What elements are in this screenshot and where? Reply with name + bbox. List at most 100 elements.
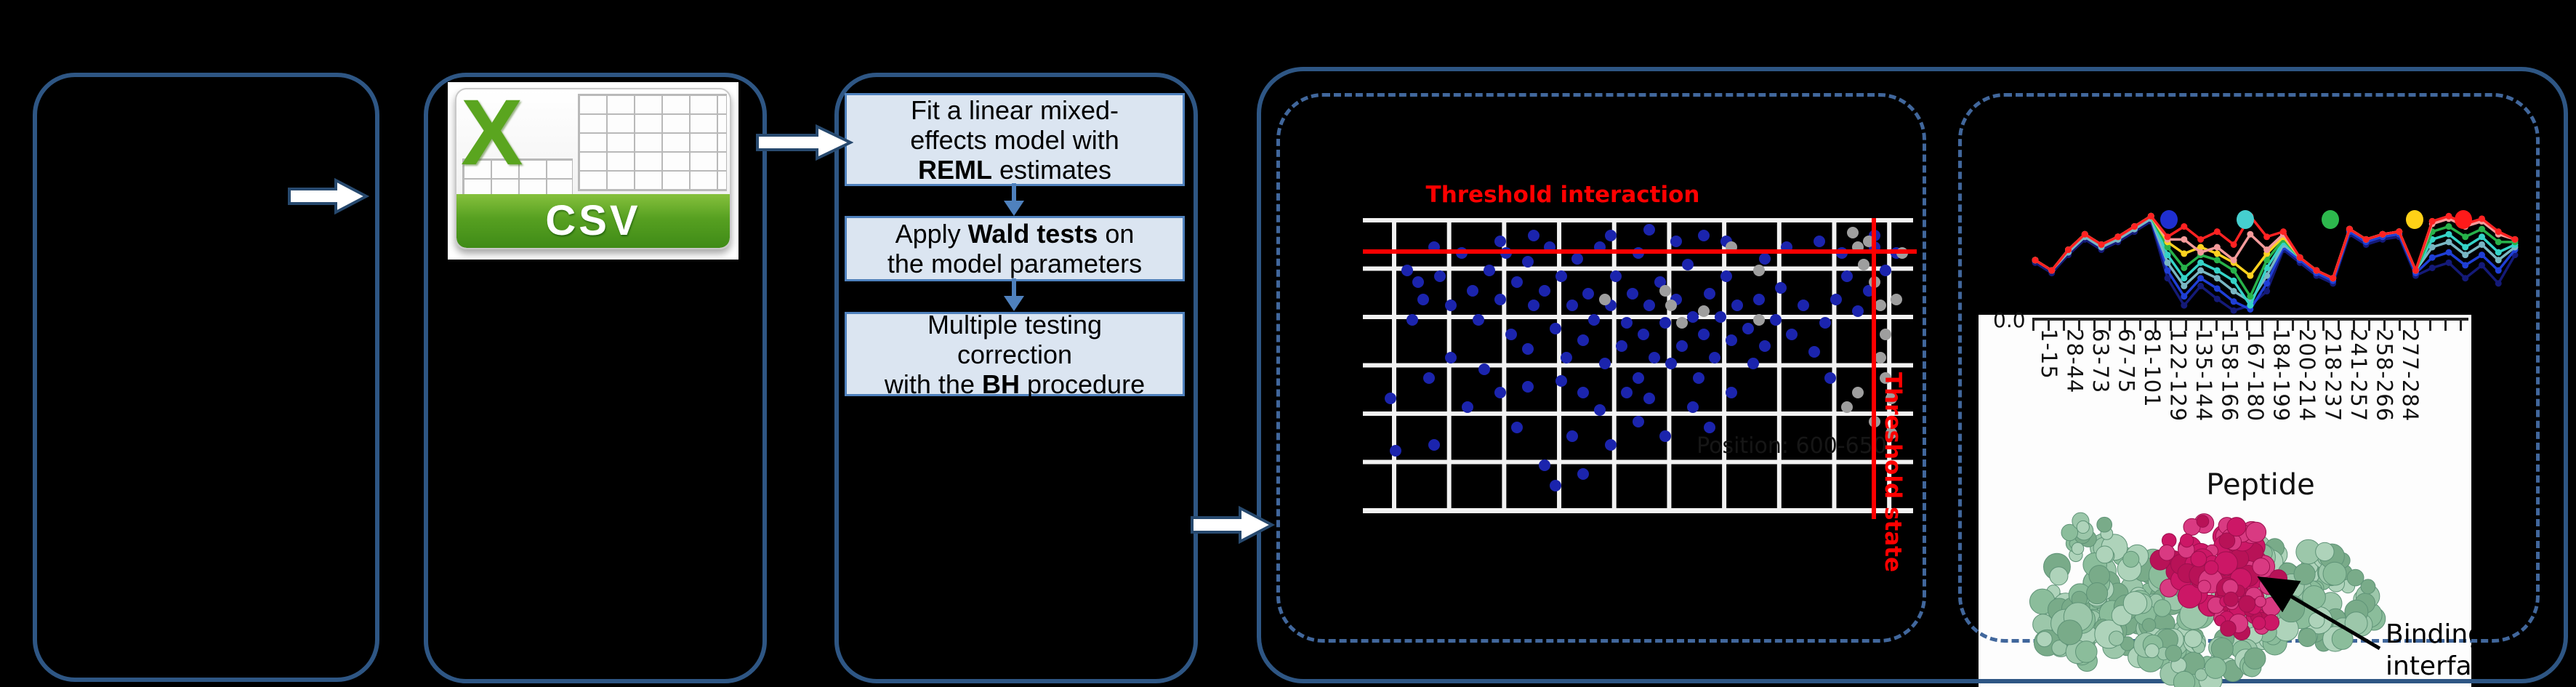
uptake-point-red: [2098, 241, 2105, 248]
uptake-point-red: [2279, 228, 2287, 236]
protein-blob: [2226, 517, 2247, 537]
uptake-point-pale-teal: [2495, 257, 2502, 264]
uptake-point-red: [2478, 215, 2485, 222]
scatter-result-panel: [1276, 93, 1926, 643]
workflow-step-text: Apply: [895, 219, 968, 249]
peptide-tick-258-266: 258-266: [2372, 329, 2397, 422]
workflow-step-text: Fit a linear mixed-: [910, 95, 1119, 125]
uptake-point-navy: [2164, 275, 2171, 282]
uptake-point-pale-teal: [2181, 282, 2188, 289]
uptake-point-navy: [2263, 288, 2271, 295]
scatter-point-blue: [1599, 358, 1611, 369]
uptake-point-green: [2213, 257, 2221, 264]
uptake-point-navy: [2495, 280, 2502, 287]
protein-blob: [2245, 521, 2267, 543]
scatter-point-blue: [1428, 439, 1441, 451]
scatter-point-gray: [1676, 317, 1689, 329]
peptide-tick-135-144: 135-144: [2191, 329, 2216, 422]
uptake-point-blue: [2197, 275, 2205, 282]
scatter-point-blue: [1522, 343, 1534, 355]
uptake-point-turquoise: [2462, 244, 2469, 251]
protein-blob: [2057, 619, 2083, 646]
flow-arrow-2-icon: [756, 124, 853, 161]
uptake-point-navy: [2197, 282, 2205, 289]
uptake-point-blue: [2263, 280, 2271, 287]
scatter-point-gray: [1753, 314, 1766, 326]
scatter-point-blue: [1522, 256, 1534, 268]
uptake-point-salmon: [2181, 236, 2188, 243]
workflow-step-wald-tests: Apply Wald tests on the model parameters: [845, 216, 1185, 281]
uptake-point-navy: [2462, 275, 2469, 282]
scatter-point-blue: [1422, 372, 1435, 384]
uptake-point-red: [2296, 254, 2303, 261]
uptake-point-pale-teal: [2478, 241, 2485, 248]
peptide-tick-200-214: 200-214: [2295, 329, 2319, 422]
uptake-point-pale-teal: [2164, 259, 2171, 266]
scatter-point-blue: [1731, 300, 1743, 311]
uptake-line-chart: [2032, 212, 2519, 314]
scatter-point-blue: [1703, 422, 1715, 433]
uptake-point-navy: [2213, 295, 2221, 302]
protein-blob: [2223, 591, 2239, 607]
uptake-point-red: [2164, 233, 2171, 241]
scatter-point-blue: [1786, 329, 1798, 340]
workflow-step-text: with the: [884, 369, 982, 399]
scatter-point-blue: [1571, 253, 1584, 265]
scatter-point-blue: [1621, 317, 1633, 329]
scatter-point-blue: [1472, 314, 1484, 326]
protein-blob: [2252, 558, 2271, 576]
protein-blob: [2360, 579, 2376, 595]
protein-blob: [2218, 532, 2236, 550]
protein-blob: [2190, 550, 2207, 568]
csv-file-icon: X CSV: [448, 82, 738, 260]
spreadsheet-grid-small: [462, 158, 573, 196]
scatter-point-gray: [1857, 259, 1869, 270]
protein-blob: [2061, 523, 2079, 542]
uptake-point-blue: [2428, 254, 2436, 261]
protein-blob: [2220, 620, 2237, 637]
scatter-point-blue: [1632, 416, 1644, 427]
scatter-point-blue: [1478, 363, 1490, 375]
protein-blob: [2204, 656, 2227, 679]
scatter-point-blue: [1445, 352, 1457, 363]
scatter-point-gray: [1599, 294, 1611, 305]
protein-blob: [2122, 550, 2140, 568]
peptide-tick-158-166: 158-166: [2217, 329, 2242, 422]
scatter-point-gray: [1665, 300, 1677, 311]
peptide-tick-167-180: 167-180: [2243, 329, 2268, 422]
scatter-point-blue: [1494, 294, 1507, 305]
scatter-point-blue: [1615, 340, 1627, 352]
y-axis-tick-label: 0.0: [1993, 308, 2026, 332]
scatter-point-blue: [1561, 352, 1573, 363]
scatter-point-blue: [1582, 288, 1595, 300]
uptake-point-navy: [2230, 307, 2237, 314]
scatter-point-gray: [1885, 393, 1897, 404]
scatter-point-blue: [1665, 358, 1677, 369]
timepoint-dot-0: [2160, 210, 2178, 229]
uptake-point-red: [2230, 241, 2237, 248]
uptake-point-pale-teal: [2428, 244, 2436, 251]
uptake-point-red: [2263, 233, 2271, 241]
workflow-step-text: correction: [957, 339, 1073, 369]
scatter-point-blue: [1384, 393, 1396, 404]
uptake-point-pale-teal: [2445, 238, 2452, 246]
threshold-interaction-line: [1363, 249, 1917, 254]
uptake-point-green: [2247, 293, 2254, 300]
scatter-point-blue: [1670, 236, 1683, 247]
uptake-point-red: [2445, 212, 2452, 220]
scatter-point-blue: [1577, 334, 1589, 346]
uptake-point-salmon: [2230, 257, 2237, 264]
scatter-point-blue: [1638, 329, 1650, 340]
scatter-point-gray: [1874, 300, 1886, 311]
uptake-point-green: [2230, 267, 2237, 274]
scatter-point-blue: [1747, 358, 1760, 369]
scatter-point-blue: [1527, 300, 1539, 311]
scatter-point-gray: [1880, 372, 1892, 384]
scatter-point-blue: [1593, 404, 1606, 416]
protein-blob: [2252, 616, 2266, 630]
protein-blob: [2071, 542, 2085, 555]
protein-blob: [2254, 595, 2266, 608]
workflow-connector-2-icon: [1004, 278, 1024, 311]
timepoint-dot-4: [2455, 210, 2472, 229]
